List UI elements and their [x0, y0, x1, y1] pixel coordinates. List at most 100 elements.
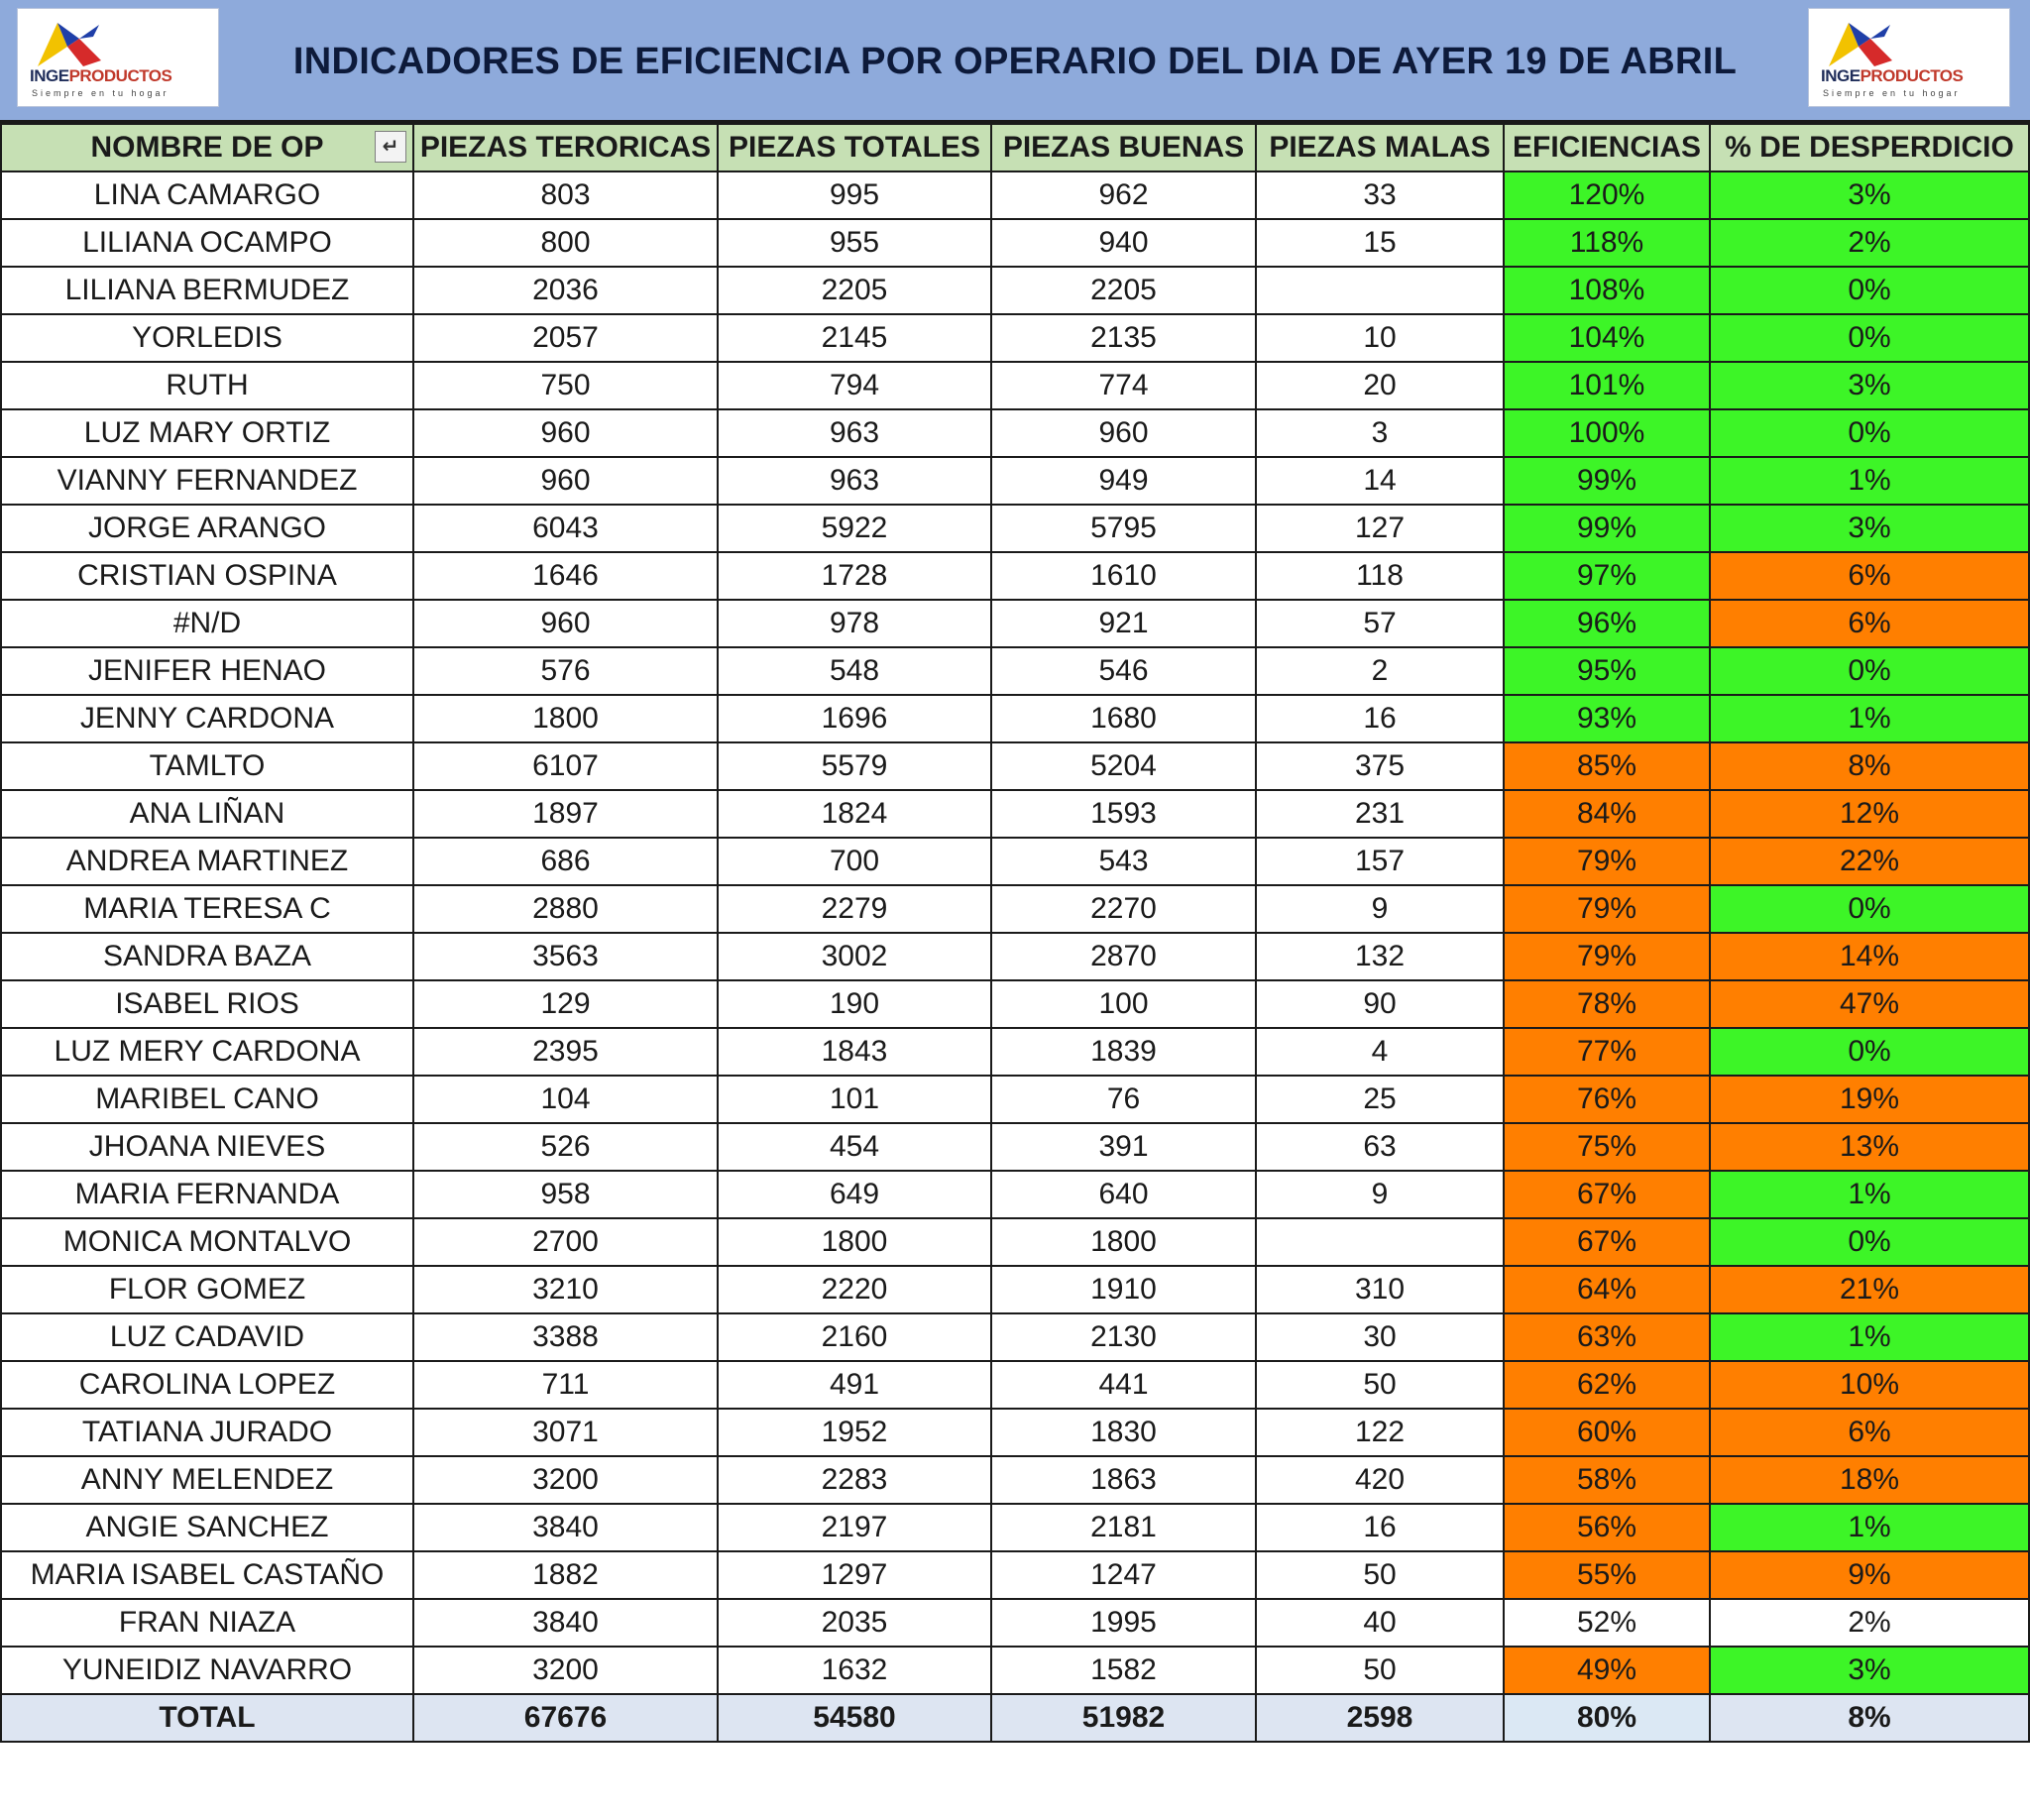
- cell-eficiencia[interactable]: 101%: [1503, 361, 1711, 410]
- cell-nombre[interactable]: RUTH: [0, 361, 414, 410]
- cell-piezas-buenas[interactable]: 962: [990, 171, 1257, 220]
- cell-piezas-buenas[interactable]: 1830: [990, 1408, 1257, 1457]
- cell-nombre[interactable]: #N/D: [0, 599, 414, 648]
- cell-piezas-malas[interactable]: 9: [1255, 1170, 1505, 1219]
- cell-piezas-teoricas[interactable]: 3200: [412, 1455, 719, 1505]
- cell-eficiencia[interactable]: 97%: [1503, 551, 1711, 601]
- cell-desperdicio[interactable]: 0%: [1709, 1027, 2030, 1077]
- cell-piezas-teoricas[interactable]: 3388: [412, 1312, 719, 1362]
- cell-piezas-buenas[interactable]: 949: [990, 456, 1257, 506]
- cell-piezas-malas[interactable]: 63: [1255, 1122, 1505, 1172]
- cell-desperdicio[interactable]: 3%: [1709, 361, 2030, 410]
- cell-desperdicio[interactable]: 10%: [1709, 1360, 2030, 1410]
- cell-nombre[interactable]: YORLEDIS: [0, 313, 414, 363]
- cell-desperdicio[interactable]: 1%: [1709, 1312, 2030, 1362]
- cell-piezas-totales[interactable]: 1952: [717, 1408, 992, 1457]
- cell-desperdicio[interactable]: 2%: [1709, 218, 2030, 268]
- cell-piezas-teoricas[interactable]: 2057: [412, 313, 719, 363]
- cell-desperdicio[interactable]: 3%: [1709, 171, 2030, 220]
- cell-eficiencia[interactable]: 62%: [1503, 1360, 1711, 1410]
- cell-piezas-totales[interactable]: 2205: [717, 266, 992, 315]
- cell-eficiencia[interactable]: 58%: [1503, 1455, 1711, 1505]
- cell-piezas-buenas[interactable]: 2181: [990, 1503, 1257, 1552]
- cell-eficiencia[interactable]: 96%: [1503, 599, 1711, 648]
- cell-piezas-totales[interactable]: 2145: [717, 313, 992, 363]
- cell-nombre[interactable]: MARIA TERESA C: [0, 884, 414, 934]
- cell-desperdicio[interactable]: 0%: [1709, 884, 2030, 934]
- column-header-piezas-totales[interactable]: PIEZAS TOTALES: [717, 123, 992, 172]
- cell-piezas-totales[interactable]: 454: [717, 1122, 992, 1172]
- cell-nombre[interactable]: TATIANA JURADO: [0, 1408, 414, 1457]
- cell-nombre[interactable]: LINA CAMARGO: [0, 171, 414, 220]
- cell-piezas-malas[interactable]: 14: [1255, 456, 1505, 506]
- cell-nombre[interactable]: JENIFER HENAO: [0, 646, 414, 696]
- cell-desperdicio[interactable]: 6%: [1709, 551, 2030, 601]
- total-label[interactable]: TOTAL: [0, 1693, 414, 1743]
- cell-piezas-totales[interactable]: 1632: [717, 1646, 992, 1695]
- cell-desperdicio[interactable]: 21%: [1709, 1265, 2030, 1314]
- cell-piezas-teoricas[interactable]: 1897: [412, 789, 719, 839]
- cell-piezas-teoricas[interactable]: 6107: [412, 741, 719, 791]
- cell-eficiencia[interactable]: 76%: [1503, 1075, 1711, 1124]
- cell-piezas-malas[interactable]: 30: [1255, 1312, 1505, 1362]
- cell-nombre[interactable]: TAMLTO: [0, 741, 414, 791]
- cell-nombre[interactable]: MARIBEL CANO: [0, 1075, 414, 1124]
- cell-eficiencia[interactable]: 55%: [1503, 1550, 1711, 1600]
- cell-desperdicio[interactable]: 9%: [1709, 1550, 2030, 1600]
- cell-desperdicio[interactable]: 3%: [1709, 504, 2030, 553]
- cell-nombre[interactable]: LILIANA OCAMPO: [0, 218, 414, 268]
- cell-desperdicio[interactable]: 18%: [1709, 1455, 2030, 1505]
- cell-piezas-buenas[interactable]: 100: [990, 979, 1257, 1029]
- cell-piezas-malas[interactable]: 420: [1255, 1455, 1505, 1505]
- cell-piezas-totales[interactable]: 1696: [717, 694, 992, 743]
- cell-piezas-buenas[interactable]: 1582: [990, 1646, 1257, 1695]
- cell-piezas-totales[interactable]: 2035: [717, 1598, 992, 1648]
- cell-piezas-malas[interactable]: 57: [1255, 599, 1505, 648]
- cell-eficiencia[interactable]: 52%: [1503, 1598, 1711, 1648]
- cell-desperdicio[interactable]: 19%: [1709, 1075, 2030, 1124]
- cell-piezas-teoricas[interactable]: 1646: [412, 551, 719, 601]
- cell-piezas-buenas[interactable]: 1593: [990, 789, 1257, 839]
- cell-piezas-teoricas[interactable]: 104: [412, 1075, 719, 1124]
- cell-eficiencia[interactable]: 67%: [1503, 1217, 1711, 1267]
- cell-nombre[interactable]: JHOANA NIEVES: [0, 1122, 414, 1172]
- cell-desperdicio[interactable]: 8%: [1709, 741, 2030, 791]
- cell-piezas-malas[interactable]: 375: [1255, 741, 1505, 791]
- column-header-piezas-malas[interactable]: PIEZAS MALAS: [1255, 123, 1505, 172]
- cell-eficiencia[interactable]: 63%: [1503, 1312, 1711, 1362]
- cell-piezas-teoricas[interactable]: 2036: [412, 266, 719, 315]
- cell-nombre[interactable]: MARIA FERNANDA: [0, 1170, 414, 1219]
- cell-desperdicio[interactable]: 14%: [1709, 932, 2030, 981]
- cell-piezas-buenas[interactable]: 1839: [990, 1027, 1257, 1077]
- cell-piezas-teoricas[interactable]: 750: [412, 361, 719, 410]
- cell-eficiencia[interactable]: 49%: [1503, 1646, 1711, 1695]
- cell-piezas-buenas[interactable]: 76: [990, 1075, 1257, 1124]
- cell-piezas-totales[interactable]: 2283: [717, 1455, 992, 1505]
- cell-eficiencia[interactable]: 120%: [1503, 171, 1711, 220]
- cell-piezas-totales[interactable]: 190: [717, 979, 992, 1029]
- cell-piezas-totales[interactable]: 963: [717, 456, 992, 506]
- cell-piezas-totales[interactable]: 3002: [717, 932, 992, 981]
- cell-desperdicio[interactable]: 22%: [1709, 837, 2030, 886]
- cell-piezas-malas[interactable]: 90: [1255, 979, 1505, 1029]
- cell-desperdicio[interactable]: 0%: [1709, 408, 2030, 458]
- cell-piezas-totales[interactable]: 1843: [717, 1027, 992, 1077]
- cell-piezas-malas[interactable]: 50: [1255, 1550, 1505, 1600]
- cell-desperdicio[interactable]: 3%: [1709, 1646, 2030, 1695]
- column-header-desperdicio[interactable]: % DE DESPERDICIO: [1709, 123, 2030, 172]
- cell-nombre[interactable]: LUZ MERY CARDONA: [0, 1027, 414, 1077]
- cell-piezas-buenas[interactable]: 2130: [990, 1312, 1257, 1362]
- cell-piezas-totales[interactable]: 101: [717, 1075, 992, 1124]
- cell-piezas-buenas[interactable]: 441: [990, 1360, 1257, 1410]
- cell-piezas-totales[interactable]: 2220: [717, 1265, 992, 1314]
- cell-piezas-malas[interactable]: 50: [1255, 1360, 1505, 1410]
- cell-piezas-teoricas[interactable]: 960: [412, 599, 719, 648]
- cell-piezas-totales[interactable]: 2197: [717, 1503, 992, 1552]
- total-desperdicio[interactable]: 8%: [1709, 1693, 2030, 1743]
- cell-piezas-teoricas[interactable]: 3840: [412, 1503, 719, 1552]
- cell-nombre[interactable]: YUNEIDIZ NAVARRO: [0, 1646, 414, 1695]
- total-totales[interactable]: 54580: [717, 1693, 992, 1743]
- cell-piezas-teoricas[interactable]: 129: [412, 979, 719, 1029]
- cell-piezas-teoricas[interactable]: 3210: [412, 1265, 719, 1314]
- cell-piezas-teoricas[interactable]: 958: [412, 1170, 719, 1219]
